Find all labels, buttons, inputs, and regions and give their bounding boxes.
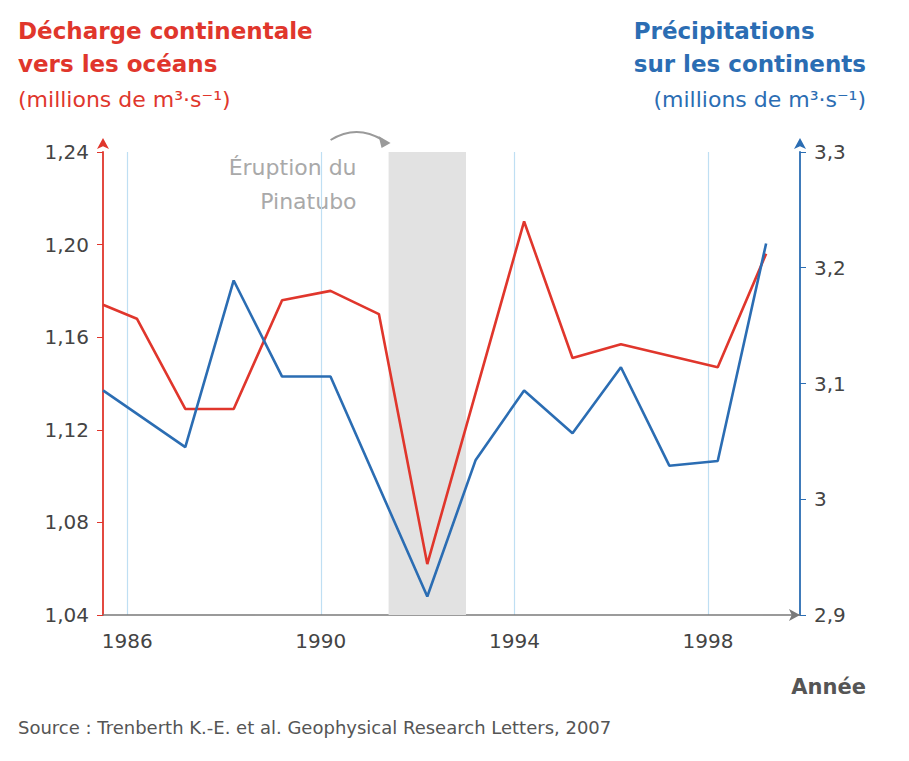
svg-text:(millions de m³·s⁻¹): (millions de m³·s⁻¹) (653, 87, 866, 112)
svg-text:3,2: 3,2 (814, 256, 846, 280)
svg-text:3: 3 (814, 487, 827, 511)
svg-text:(millions de m³·s⁻¹): (millions de m³·s⁻¹) (18, 87, 231, 112)
svg-text:Source : Trenberth K.-E. et al: Source : Trenberth K.-E. et al. Geophysi… (18, 717, 611, 738)
svg-text:1986: 1986 (102, 629, 153, 653)
svg-text:Pinatubo: Pinatubo (260, 189, 356, 214)
svg-text:1990: 1990 (295, 629, 346, 653)
svg-text:Décharge continentale: Décharge continentale (18, 18, 313, 44)
svg-text:1,08: 1,08 (44, 510, 89, 534)
svg-text:1998: 1998 (683, 629, 734, 653)
svg-text:3,3: 3,3 (814, 140, 846, 164)
svg-text:vers les océans: vers les océans (18, 51, 217, 77)
svg-text:1,12: 1,12 (44, 418, 89, 442)
svg-text:1,04: 1,04 (44, 603, 89, 627)
svg-text:Année: Année (791, 675, 866, 699)
svg-text:1,16: 1,16 (44, 325, 89, 349)
svg-text:1994: 1994 (489, 629, 540, 653)
svg-text:sur les continents: sur les continents (634, 51, 866, 77)
svg-text:3,1: 3,1 (814, 372, 846, 396)
svg-text:Éruption du: Éruption du (229, 155, 357, 180)
svg-text:2,9: 2,9 (814, 603, 846, 627)
svg-text:1,20: 1,20 (44, 233, 89, 257)
svg-text:1,24: 1,24 (44, 140, 89, 164)
svg-text:Précipitations: Précipitations (634, 18, 815, 44)
